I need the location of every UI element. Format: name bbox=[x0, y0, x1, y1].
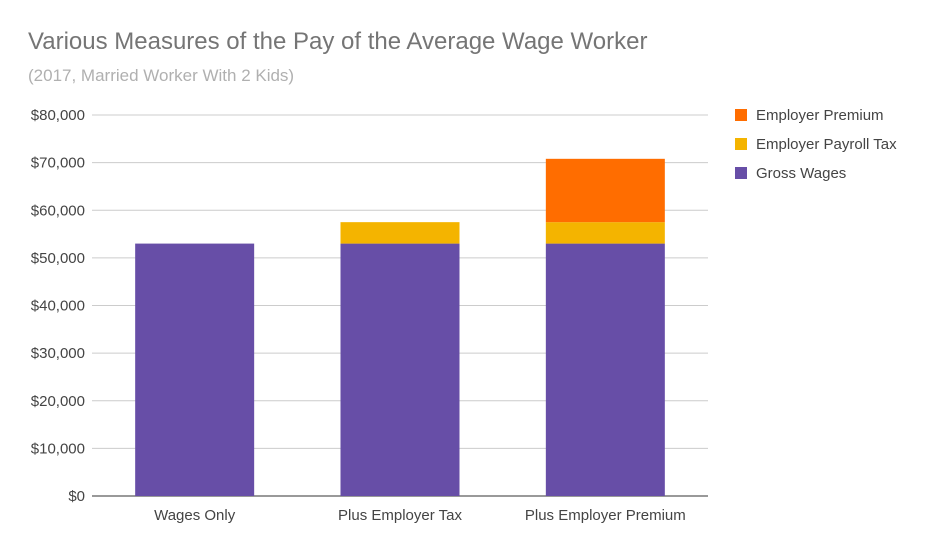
bar-employer-payroll-tax-2 bbox=[545, 222, 665, 244]
bars bbox=[135, 158, 665, 496]
y-tick-label: $10,000 bbox=[31, 440, 85, 457]
bar-employer-premium-2 bbox=[545, 158, 665, 223]
y-axis-labels: $0 $10,000 $20,000 $30,000 $40,000 $50,000 $60… bbox=[31, 107, 85, 505]
legend-swatch bbox=[735, 138, 747, 150]
legend-item: Gross Wages bbox=[735, 165, 846, 182]
y-tick-label: $40,000 bbox=[31, 298, 85, 315]
legend-label: Employer Premium bbox=[756, 107, 884, 124]
bar-gross-wages-0 bbox=[135, 243, 255, 496]
y-tick-label: $20,000 bbox=[31, 393, 85, 410]
y-tick-label: $30,000 bbox=[31, 345, 85, 362]
bar-gross-wages-2 bbox=[545, 243, 665, 496]
x-category-label: Wages Only bbox=[154, 507, 236, 524]
legend-item: Employer Premium bbox=[735, 107, 884, 124]
y-tick-label: $60,000 bbox=[31, 202, 85, 219]
x-category-label: Plus Employer Premium bbox=[525, 507, 686, 524]
legend-label: Employer Payroll Tax bbox=[756, 136, 897, 153]
chart-title: Various Measures of the Pay of the Avera… bbox=[28, 28, 648, 55]
x-axis-labels: Wages Only Plus Employer Tax Plus Employer… bbox=[154, 507, 686, 524]
y-tick-label: $80,000 bbox=[31, 107, 85, 124]
legend-swatch bbox=[735, 109, 747, 121]
legend-label: Gross Wages bbox=[756, 165, 846, 182]
y-tick-label: $70,000 bbox=[31, 155, 85, 172]
chart-subtitle: (2017, Married Worker With 2 Kids) bbox=[28, 66, 295, 85]
legend: Employer Premium Employer Payroll Tax Gros… bbox=[735, 107, 897, 182]
bar-employer-payroll-tax-1 bbox=[340, 222, 460, 244]
x-category-label: Plus Employer Tax bbox=[338, 507, 462, 524]
legend-item: Employer Payroll Tax bbox=[735, 136, 897, 153]
y-tick-label: $50,000 bbox=[31, 250, 85, 267]
legend-swatch bbox=[735, 167, 747, 179]
y-tick-label: $0 bbox=[68, 488, 85, 505]
bar-gross-wages-1 bbox=[340, 243, 460, 496]
